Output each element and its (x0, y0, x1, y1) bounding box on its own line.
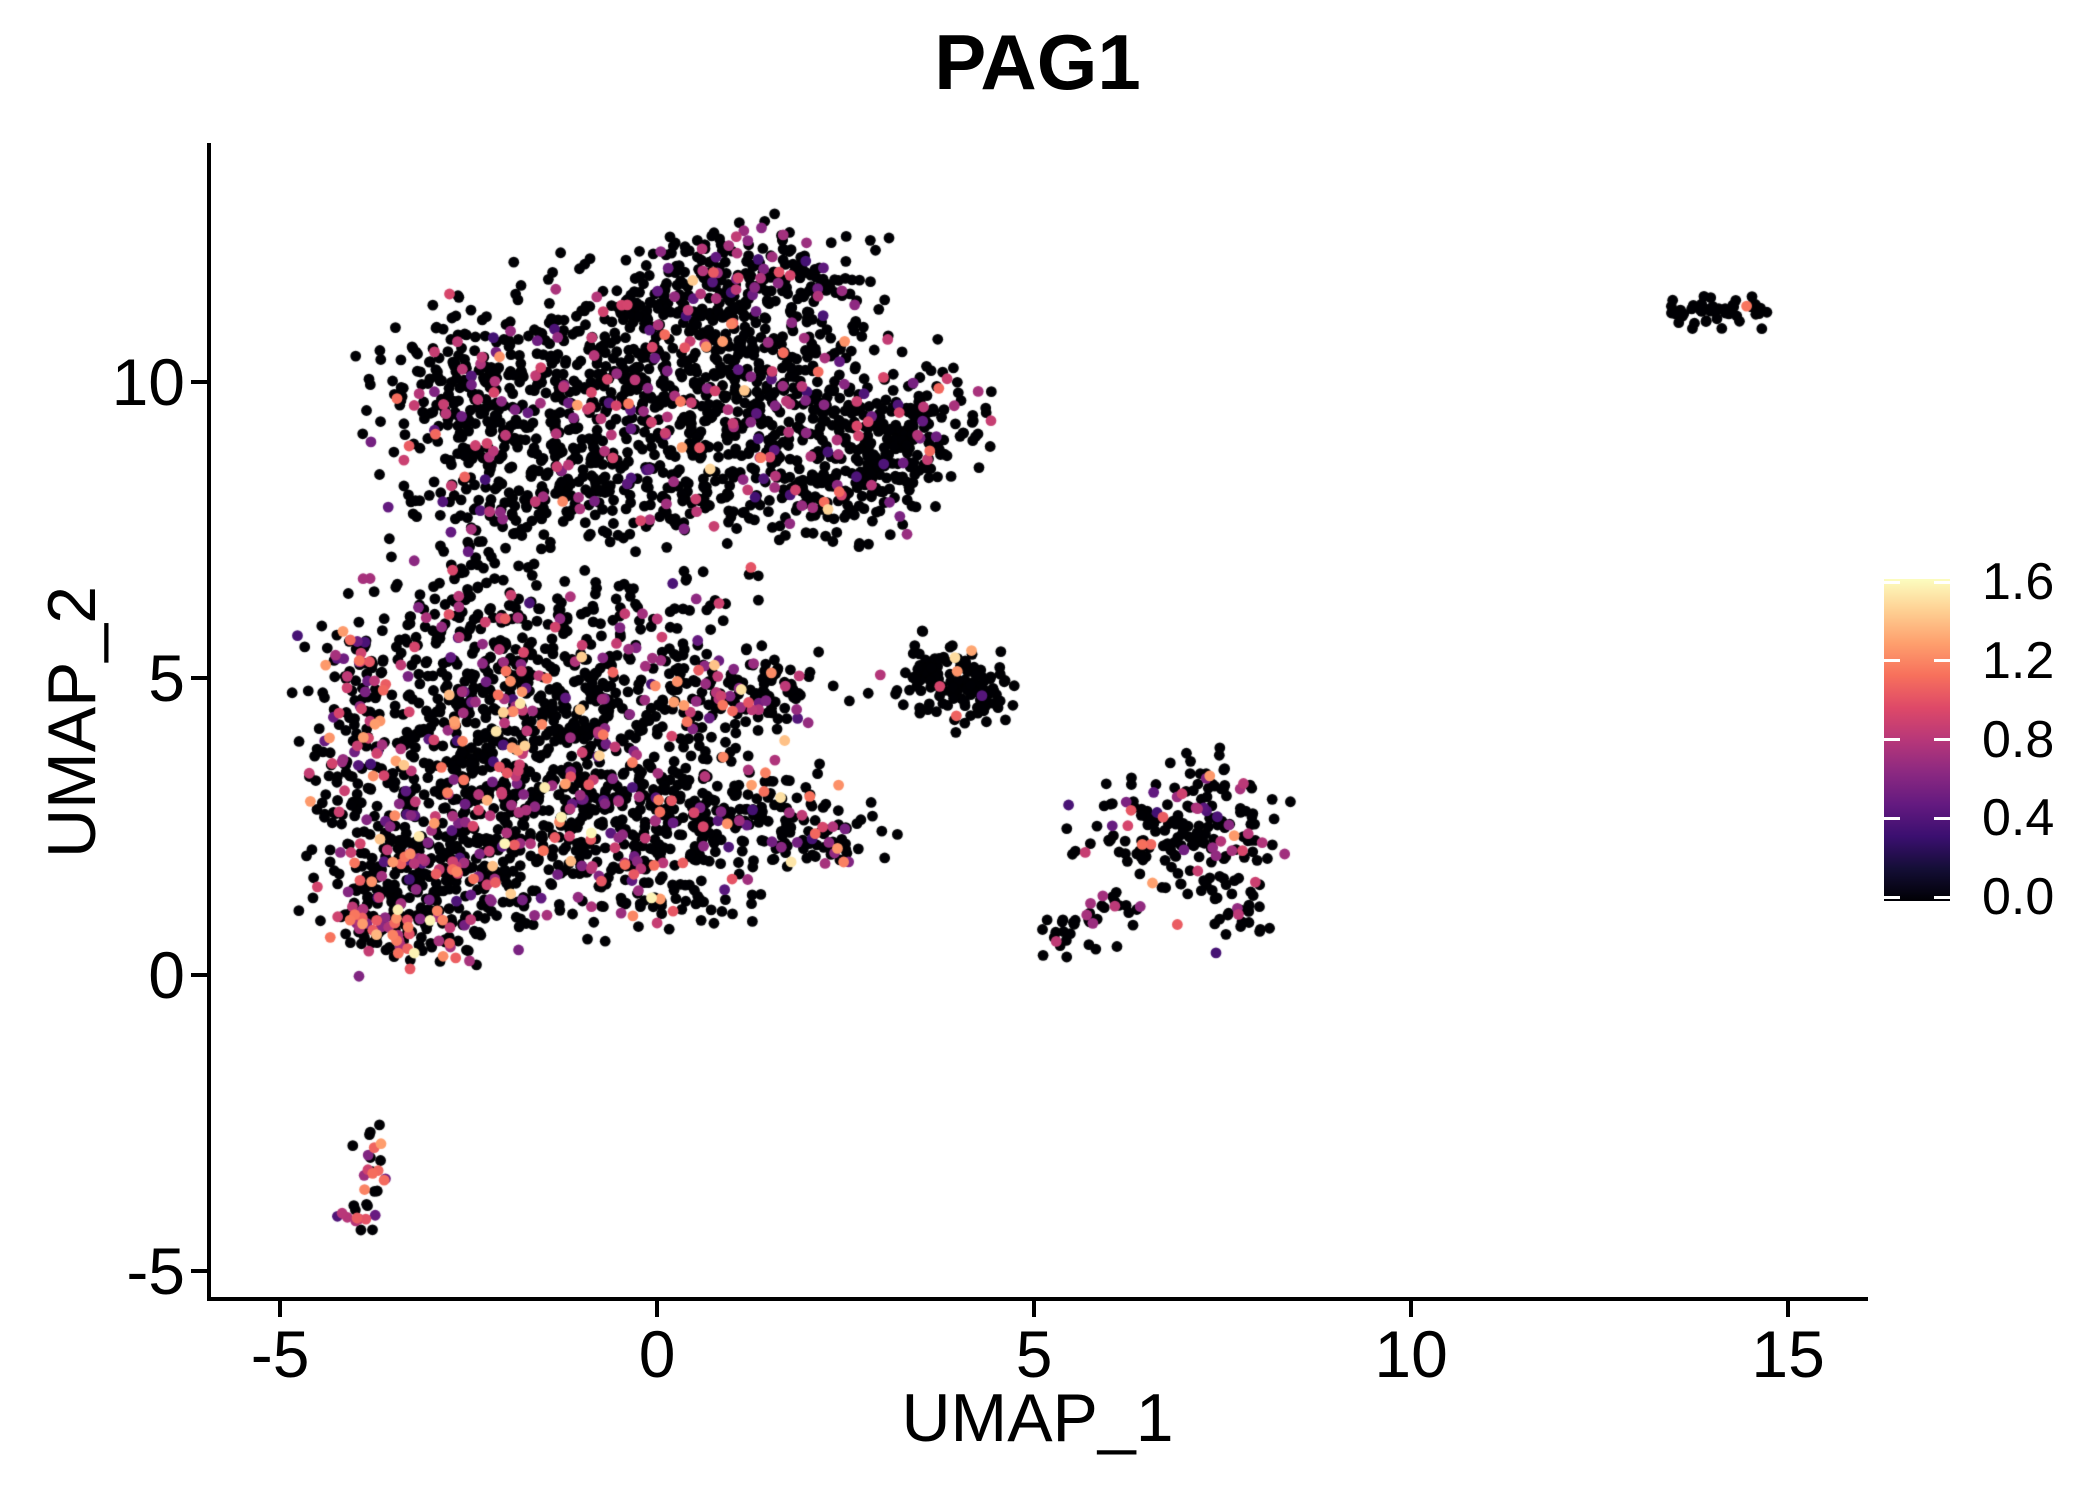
x-tick-label: -5 (250, 1317, 310, 1391)
legend-tick-label: 1.6 (1982, 553, 2055, 611)
legend-tick-mark (1934, 816, 1950, 820)
color-legend: 0.0 0.4 0.8 1.2 1.6 (1884, 553, 2100, 926)
legend-tick-mark (1934, 895, 1950, 899)
legend-tick-mark (1884, 895, 1900, 899)
legend-tick-label: 0.8 (1982, 710, 2055, 769)
y-axis-label: UMAP_2 (34, 585, 110, 859)
x-tick-mark (1032, 1301, 1037, 1317)
legend-tick-mark (1934, 738, 1950, 741)
x-tick-mark (1409, 1301, 1414, 1317)
legend-tick-mark (1884, 738, 1900, 741)
legend-tick-mark (1934, 659, 1950, 663)
x-tick-mark (655, 1301, 660, 1317)
legend-tick-mark (1884, 580, 1900, 584)
x-tick-mark (278, 1301, 283, 1317)
y-tick-mark (191, 1269, 207, 1274)
y-tick-mark (191, 676, 207, 681)
y-tick-mark (191, 972, 207, 977)
legend-tick-mark (1884, 659, 1900, 663)
y-tick-mark (191, 379, 207, 384)
x-tick-mark (1786, 1301, 1791, 1317)
x-tick-label: 15 (1751, 1317, 1825, 1391)
y-tick-label: 5 (148, 641, 185, 716)
y-tick-label: 10 (111, 344, 185, 419)
legend-tick-mark (1884, 816, 1900, 820)
plot-panel (207, 143, 1868, 1301)
x-tick-label: 0 (638, 1317, 676, 1391)
x-tick-label: 10 (1374, 1317, 1448, 1391)
legend-tick-mark (1934, 580, 1950, 584)
x-tick-label: 5 (1015, 1317, 1053, 1391)
legend-tick-label: 0.0 (1982, 868, 2055, 926)
legend-tick-label: 0.4 (1982, 789, 2055, 848)
plot-title: PAG1 (934, 18, 1141, 106)
y-tick-label: -5 (126, 1234, 185, 1309)
y-tick-label: 0 (148, 937, 185, 1012)
x-axis-label: UMAP_1 (901, 1380, 1174, 1456)
legend-tick-label: 1.2 (1982, 631, 2055, 690)
